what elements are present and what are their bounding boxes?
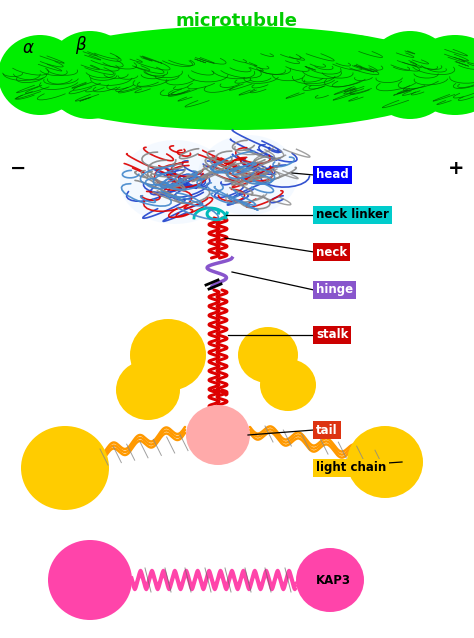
Text: −: − [10,158,26,177]
Ellipse shape [45,31,135,119]
Text: head: head [316,168,349,181]
Ellipse shape [130,319,206,391]
Ellipse shape [198,135,298,215]
Text: α: α [22,39,34,57]
Text: +: + [448,158,464,177]
Text: neck: neck [316,246,347,258]
Ellipse shape [238,327,298,383]
Ellipse shape [313,35,397,115]
Text: hinge: hinge [316,283,353,297]
Text: microtubule: microtubule [176,12,298,30]
Ellipse shape [186,405,250,465]
Ellipse shape [296,548,364,612]
Text: KAP3: KAP3 [316,574,351,586]
Ellipse shape [92,35,188,115]
Text: tail: tail [316,424,337,436]
Ellipse shape [0,35,82,115]
Ellipse shape [365,31,455,119]
Ellipse shape [205,35,295,115]
Ellipse shape [48,540,132,620]
Ellipse shape [347,426,423,498]
Ellipse shape [260,359,316,411]
Ellipse shape [153,31,237,119]
Ellipse shape [17,26,457,130]
Ellipse shape [116,360,180,420]
Ellipse shape [120,140,230,224]
Ellipse shape [407,35,474,115]
Text: stalk: stalk [316,329,348,341]
Text: neck linker: neck linker [316,209,389,221]
Ellipse shape [21,426,109,510]
Ellipse shape [257,31,353,119]
Text: light chain: light chain [316,461,386,475]
Text: β: β [75,36,85,54]
